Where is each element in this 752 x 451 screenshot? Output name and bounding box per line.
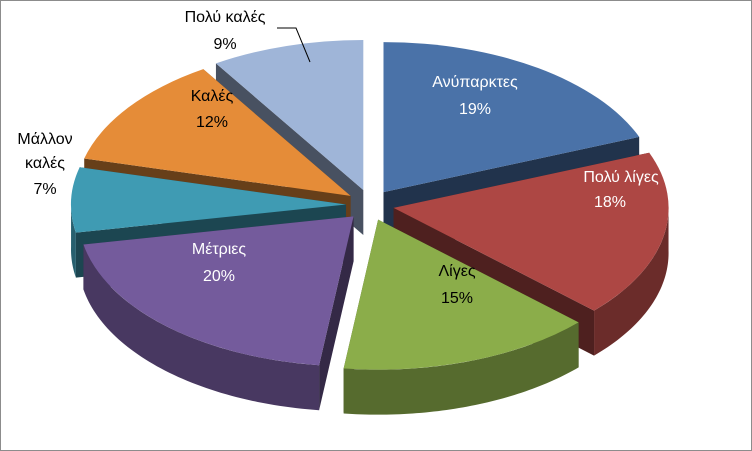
slice-top xyxy=(343,219,579,370)
slice-top xyxy=(83,216,354,366)
slice-top xyxy=(383,42,640,193)
slice-top xyxy=(393,152,669,311)
slice-top xyxy=(215,40,364,191)
leader-line xyxy=(277,27,311,63)
slice-label: Πολύ λίγες xyxy=(583,169,659,186)
slice-top xyxy=(71,167,347,233)
slice-label: Λίγες xyxy=(438,263,475,280)
slice-label: Μέτριες xyxy=(192,241,247,258)
slice-label: Καλές xyxy=(191,88,234,105)
slice-top xyxy=(84,69,351,196)
slice-label: Ανύπαρκτες xyxy=(432,74,518,91)
slice-percent-label: 15% xyxy=(441,290,473,307)
pie-slice xyxy=(83,216,354,411)
slice-percent-label: 18% xyxy=(594,194,626,211)
slice-percent-label: 9% xyxy=(213,36,236,53)
slice-percent-label: 19% xyxy=(459,101,491,118)
pie-slice xyxy=(343,219,579,415)
slice-rim xyxy=(594,205,669,356)
slice-label: Μάλλον καλές xyxy=(17,131,72,172)
slice-percent-label: 7% xyxy=(33,181,56,198)
slice-wall xyxy=(319,216,354,411)
slice-label: Πολύ καλές xyxy=(185,9,266,26)
slice-percent-label: 12% xyxy=(196,114,228,131)
slice-percent-label: 20% xyxy=(203,268,235,285)
slice-rim xyxy=(83,244,320,411)
slice-rim xyxy=(343,322,579,415)
slice-rim xyxy=(71,201,76,278)
